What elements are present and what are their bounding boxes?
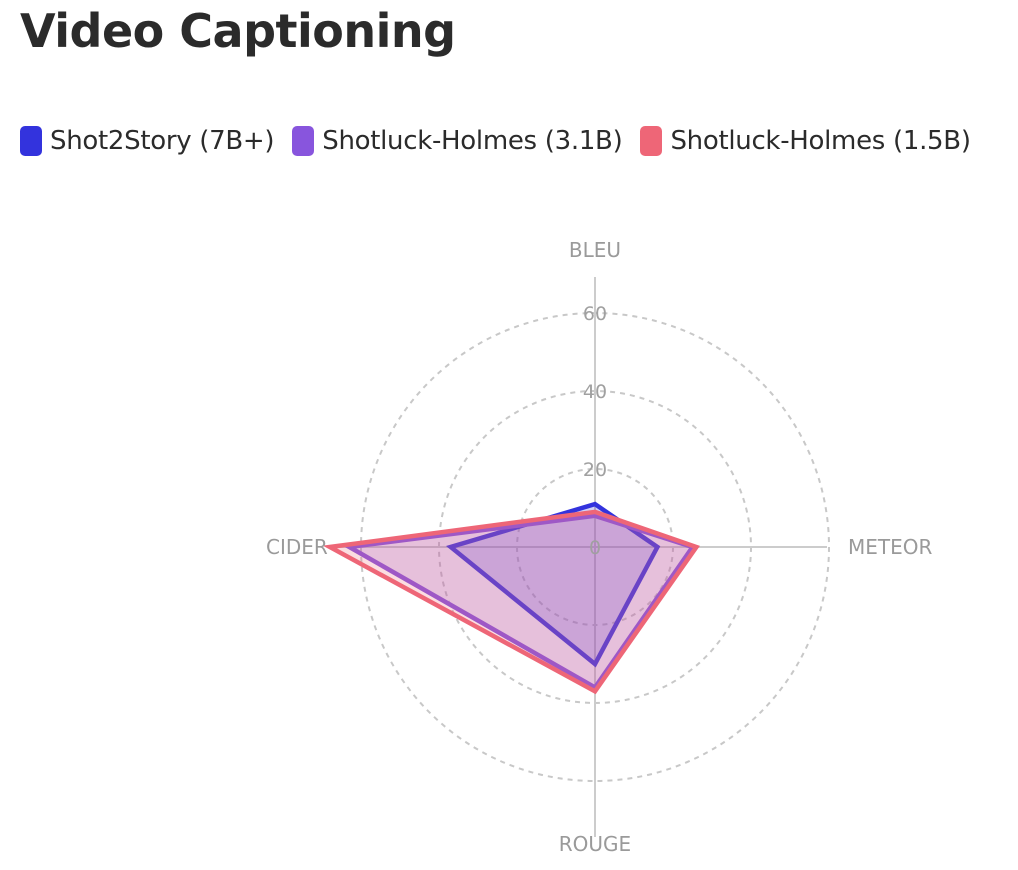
axis-label-rouge: ROUGE bbox=[559, 832, 631, 856]
tick-label-40: 40 bbox=[583, 381, 607, 403]
tick-label-20: 20 bbox=[583, 459, 607, 481]
series-area-2 bbox=[330, 512, 697, 691]
tick-label-0: 0 bbox=[589, 537, 601, 559]
axis-label-bleu: BLEU bbox=[569, 238, 621, 262]
axis-label-cider: CIDER bbox=[266, 535, 328, 559]
axis-label-meteor: METEOR bbox=[848, 535, 932, 559]
tick-label-60: 60 bbox=[583, 303, 607, 325]
